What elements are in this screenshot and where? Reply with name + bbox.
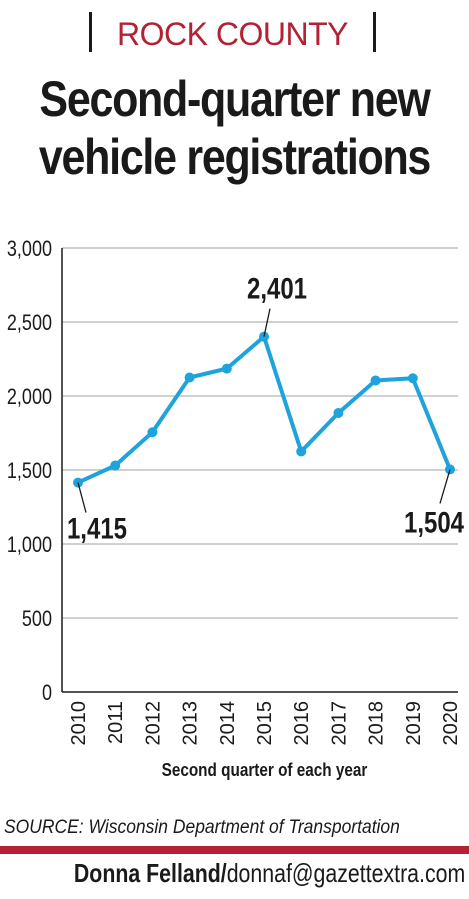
annotation-leader <box>263 308 271 337</box>
data-point <box>296 446 307 457</box>
y-tick-label: 1,000 <box>7 533 52 557</box>
data-point <box>333 408 344 419</box>
data-point <box>221 363 232 374</box>
data-point <box>147 427 158 438</box>
y-tick-label: 2,500 <box>7 311 52 335</box>
headline-line-2: vehicle registrations <box>38 129 431 185</box>
source-note: SOURCE: Wisconsin Department of Transpor… <box>4 817 400 838</box>
series-line <box>77 334 452 485</box>
kicker-right-rule <box>373 12 376 52</box>
kicker-left-rule <box>89 12 92 52</box>
y-tick-label: 0 <box>42 681 52 705</box>
credit-email: donnaf@gazettextra.com <box>226 858 465 888</box>
x-tick-label: 2011 <box>105 701 127 744</box>
data-label: 1,504 <box>404 505 464 539</box>
data-point <box>184 372 195 383</box>
x-tick-label: 2010 <box>68 701 90 746</box>
y-tick-label: 3,000 <box>7 237 52 261</box>
data-label: 1,415 <box>67 511 127 545</box>
credit: Donna Felland/donnaf@gazettextra.com <box>74 858 465 889</box>
annotation-leader <box>439 469 451 504</box>
x-tick-label: 2019 <box>403 701 425 746</box>
chart-title: Second-quarter new vehicle registrations <box>33 70 436 186</box>
data-label: 2,401 <box>247 271 307 305</box>
x-tick-label: 2017 <box>328 701 350 746</box>
y-tick-label: 2,000 <box>7 385 52 409</box>
x-axis-title: Second quarter of each year <box>161 760 368 780</box>
footer-rule <box>0 846 469 854</box>
credit-name: Donna Felland/ <box>73 858 227 888</box>
x-tick-label: 2012 <box>142 701 164 746</box>
y-tick-label: 1,500 <box>7 459 52 483</box>
data-point <box>370 375 381 386</box>
x-tick-label: 2014 <box>217 701 239 746</box>
x-tick-label: 2020 <box>440 701 462 746</box>
x-tick-label: 2013 <box>180 701 202 746</box>
kicker-box: ROCK COUNTY <box>0 10 469 54</box>
data-point <box>110 460 121 471</box>
x-tick-label: 2018 <box>366 701 388 746</box>
annotation-leader <box>77 482 87 513</box>
data-point <box>407 373 418 384</box>
headline-line-1: Second-quarter new <box>39 71 430 127</box>
kicker: ROCK COUNTY <box>117 16 348 52</box>
x-tick-label: 2016 <box>291 701 313 746</box>
x-tick-label: 2015 <box>254 701 276 746</box>
y-tick-label: 500 <box>22 607 52 631</box>
